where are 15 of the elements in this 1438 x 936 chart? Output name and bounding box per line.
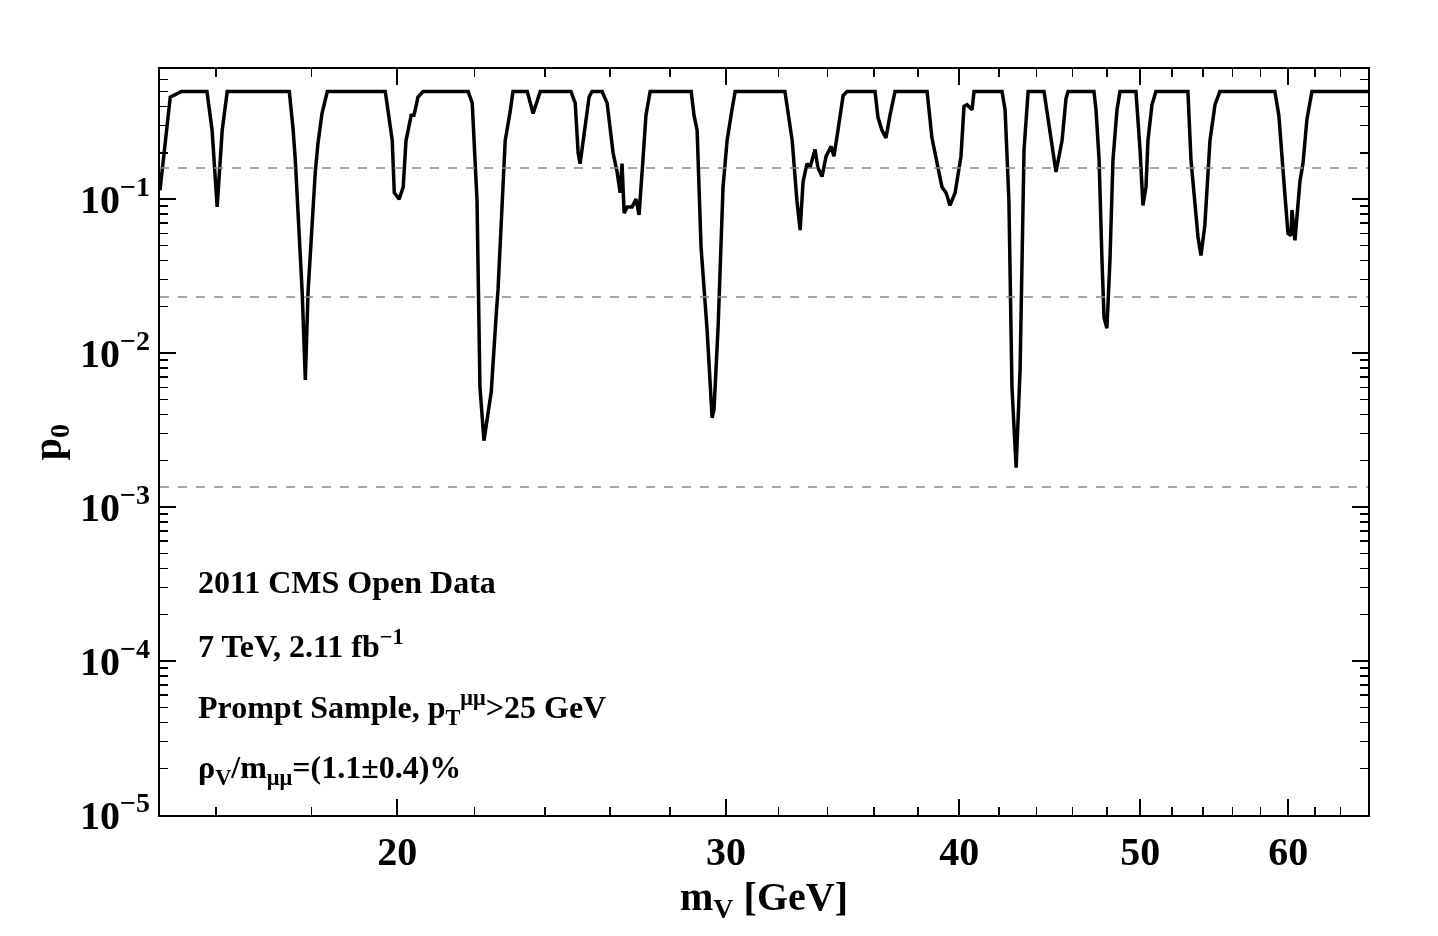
y-tick-label: 10$^{−5}$ [80,787,150,838]
annotation: Prompt Sample, p$_{T}$$^{μμ}$>25 GeV [198,685,607,731]
x-axis-title: m$_{V}$ [GeV] [680,874,848,925]
y-tick-label: 10$^{−2}$ [80,325,150,377]
x-tick-label: 50 [1120,829,1161,874]
annotation: 2011 CMS Open Data [198,564,496,600]
y-tick-label: 10$^{−3}$ [80,479,150,531]
x-tick-label: 30 [706,829,747,874]
x-tick-label: 60 [1268,829,1309,874]
annotation: ρ$_{V}$/m$_{μμ}$=(1.1±0.4)% [198,749,462,790]
annotation: 7 TeV, 2.11 fb$^{−1}$ [198,624,404,665]
y-tick-label: 10$^{−4}$ [80,633,150,685]
x-tick-label: 40 [939,829,980,874]
y-tick-label: 10$^{−1}$ [80,171,150,223]
x-tick-label: 20 [377,829,418,874]
